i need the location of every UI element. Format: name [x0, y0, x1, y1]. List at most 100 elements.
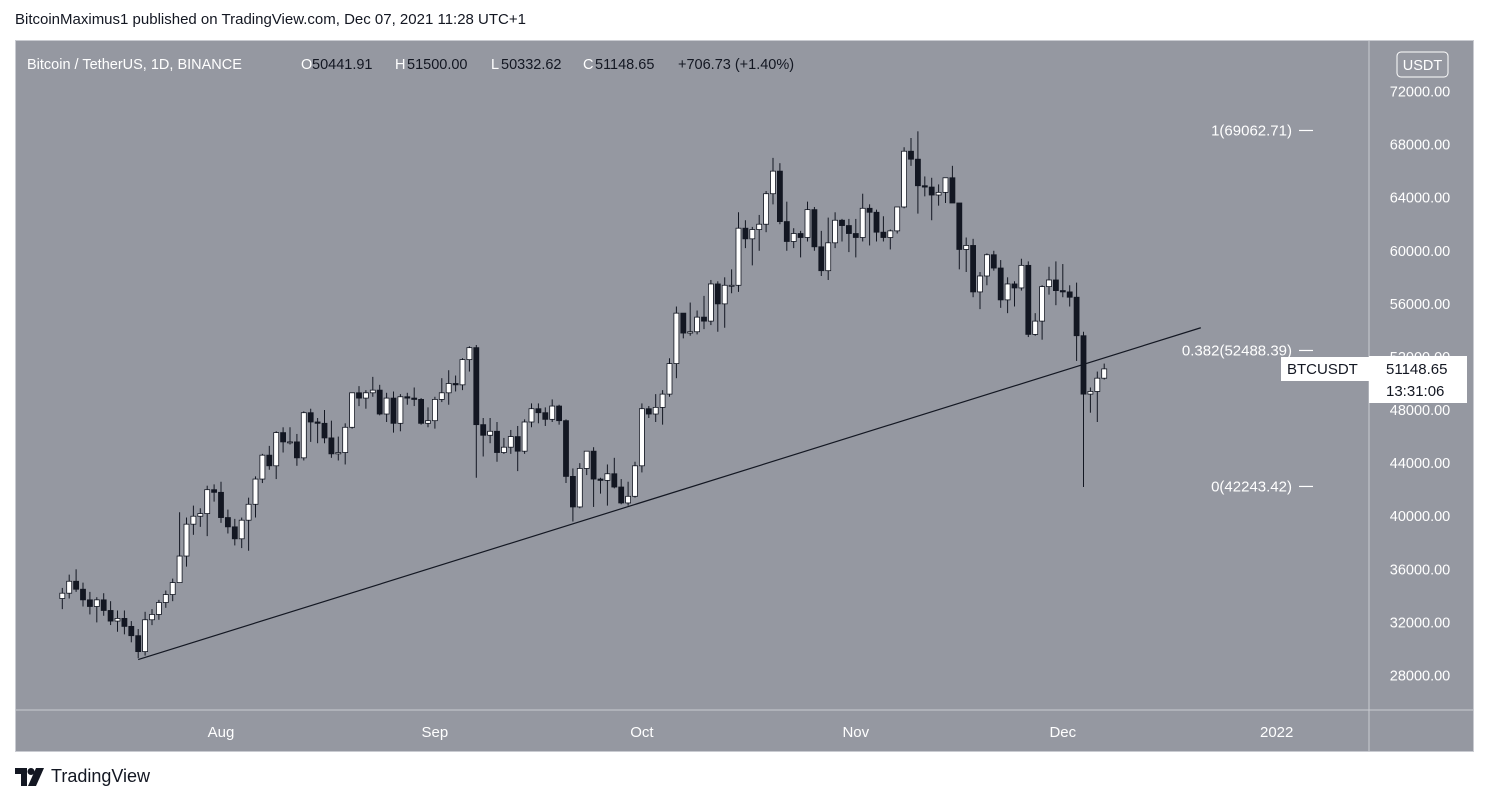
ohlc-high-label: H — [395, 57, 405, 73]
candle-down — [211, 489, 218, 493]
candle-up — [445, 383, 452, 394]
footer-branding: TradingView — [15, 766, 150, 787]
candle-up — [287, 441, 293, 444]
candle-up — [238, 519, 245, 540]
x-tick-label: Sep — [422, 724, 449, 741]
candle-down — [949, 177, 956, 204]
candle-up — [114, 618, 121, 622]
symbol-name[interactable]: Bitcoin / TetherUS, 1D, BINANCE — [27, 57, 242, 73]
candle-up — [977, 275, 983, 293]
candle-down — [611, 473, 618, 488]
candle-down — [701, 316, 707, 322]
candle-up — [66, 580, 73, 594]
candle-up — [963, 245, 970, 250]
price-tag-countdown: 13:31:06 — [1386, 383, 1444, 400]
trendline-layer — [138, 327, 1201, 661]
candle-down — [376, 389, 383, 415]
last-price-tag: BTCUSDT 51148.65 13:31:06 — [1281, 356, 1467, 403]
ohlc-close-label: C — [583, 57, 593, 73]
candle-up — [190, 515, 197, 525]
candle-up — [335, 452, 342, 455]
candle-down — [783, 221, 790, 242]
price-axis[interactable]: 28000.00 32000.00 36000.00 40000.00 44000.00… — [1390, 85, 1450, 685]
price-tag-symbol-box — [1281, 357, 1369, 381]
candle-up — [155, 602, 162, 615]
candle-up — [749, 229, 756, 240]
candle-down — [873, 211, 880, 233]
candle-down — [839, 219, 845, 226]
fibonacci-levels: 1(69062.71) 0.382(52488.39) 0(42243.42) — [1182, 122, 1313, 495]
y-tick-label: 40000.00 — [1390, 509, 1450, 525]
candle-down — [452, 383, 459, 386]
candle-up — [666, 363, 673, 395]
candle-down — [956, 202, 963, 250]
time-axis[interactable]: Aug Sep Oct Nov Dec 2022 — [208, 724, 1294, 741]
candle-up — [708, 283, 714, 322]
candle-down — [473, 347, 480, 426]
candle-up — [639, 408, 645, 467]
candle-down — [915, 158, 921, 187]
candle-up — [431, 399, 438, 422]
candle-up — [438, 392, 445, 400]
candle-down — [293, 441, 300, 459]
candle-down — [80, 588, 86, 601]
candle-up — [300, 412, 307, 459]
candle-down — [714, 283, 721, 305]
ohlc-low-label: L — [491, 57, 499, 73]
fib-level-label: 0.382(52488.39) — [1182, 342, 1292, 359]
candle-up — [825, 242, 832, 272]
candle-down — [866, 207, 873, 213]
price-tag-price: 51148.65 — [1386, 361, 1447, 378]
candle-down — [218, 491, 224, 518]
candle-up — [604, 473, 611, 481]
candle-up — [804, 209, 811, 238]
y-tick-label: 48000.00 — [1390, 403, 1450, 419]
y-tick-label: 72000.00 — [1390, 85, 1450, 101]
candle-down — [928, 186, 935, 196]
ohlc-low-value: 50332.62 — [501, 57, 561, 73]
candle-down — [411, 397, 418, 400]
y-tick-label: 64000.00 — [1390, 191, 1450, 207]
candle-up — [162, 594, 169, 603]
y-tick-label: 56000.00 — [1390, 297, 1450, 313]
candle-down — [128, 625, 135, 637]
y-tick-label: 60000.00 — [1390, 244, 1450, 260]
candle-down — [645, 408, 652, 415]
candle-up — [770, 170, 776, 195]
candle-up — [383, 397, 390, 415]
candle-down — [908, 150, 914, 160]
candle-down — [556, 405, 562, 422]
candle-down — [418, 399, 425, 424]
candle-up — [1046, 279, 1052, 288]
candle-down — [563, 420, 569, 477]
candle-down — [328, 437, 335, 455]
ohlc-open-value: 50441.91 — [312, 57, 372, 73]
candle-down — [321, 422, 328, 439]
candle-down — [852, 233, 859, 238]
x-tick-label: Dec — [1049, 724, 1076, 741]
candle-up — [273, 432, 280, 467]
candle-up — [169, 582, 176, 595]
ascending-trendline[interactable] — [138, 327, 1201, 661]
chart-frame — [15, 40, 1474, 752]
candle-up — [673, 312, 680, 364]
candle-up — [549, 405, 556, 420]
x-tick-label: Aug — [208, 724, 235, 741]
candle-up — [142, 619, 149, 653]
candle-down — [535, 408, 542, 414]
candle-down — [1025, 264, 1032, 335]
ohlc-change-value: +706.73 (+1.40%) — [678, 57, 794, 73]
candle-up — [1004, 283, 1011, 301]
candle-up — [176, 555, 183, 583]
candle-up — [1094, 377, 1101, 392]
candle-up — [1018, 264, 1025, 289]
candle-down — [280, 432, 287, 443]
candle-up — [735, 227, 742, 286]
currency-badge[interactable] — [1396, 51, 1449, 78]
candle-down — [224, 517, 231, 528]
candle-down — [314, 421, 321, 424]
ohlc-close-value: 51148.65 — [595, 57, 654, 73]
candle-down — [811, 209, 818, 248]
candle-up — [59, 592, 66, 599]
